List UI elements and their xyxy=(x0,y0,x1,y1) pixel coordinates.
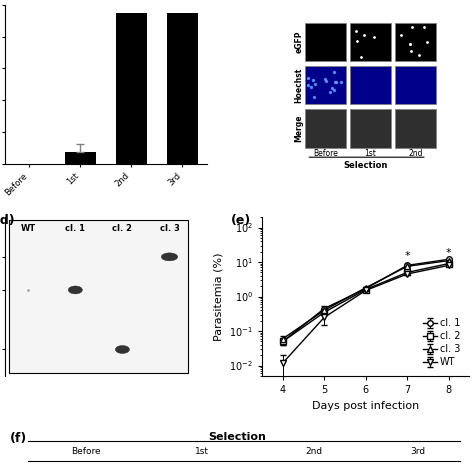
Text: (f): (f) xyxy=(9,431,27,445)
FancyBboxPatch shape xyxy=(395,109,436,148)
FancyBboxPatch shape xyxy=(305,109,346,148)
Text: Hoechst: Hoechst xyxy=(294,67,303,103)
Text: cl. 1: cl. 1 xyxy=(65,224,85,233)
Text: WT: WT xyxy=(21,224,36,233)
Text: 3rd: 3rd xyxy=(410,447,426,456)
Text: cl. 2: cl. 2 xyxy=(112,224,132,233)
Bar xyxy=(65,153,96,164)
Text: Selection: Selection xyxy=(344,161,388,170)
Text: eGFP: eGFP xyxy=(294,30,303,53)
Text: 1st: 1st xyxy=(365,149,376,158)
Text: Before: Before xyxy=(313,149,338,158)
Point xyxy=(337,78,345,86)
FancyBboxPatch shape xyxy=(350,109,391,148)
Point xyxy=(311,81,319,88)
FancyBboxPatch shape xyxy=(350,23,391,61)
Text: (d): (d) xyxy=(0,214,16,227)
Text: 1st: 1st xyxy=(195,447,209,456)
Point xyxy=(304,82,311,89)
Point xyxy=(304,75,312,82)
Legend: cl. 1, cl. 2, cl. 3, WT: cl. 1, cl. 2, cl. 3, WT xyxy=(419,315,465,371)
FancyBboxPatch shape xyxy=(305,23,346,61)
Bar xyxy=(116,13,146,164)
Point xyxy=(420,24,428,31)
FancyBboxPatch shape xyxy=(395,23,436,61)
Point xyxy=(360,31,368,38)
Text: 2nd: 2nd xyxy=(408,149,423,158)
Bar xyxy=(167,13,198,164)
Text: *: * xyxy=(446,248,451,258)
Text: (e): (e) xyxy=(231,214,251,227)
X-axis label: Days post infection: Days post infection xyxy=(312,401,419,410)
Point xyxy=(328,84,336,91)
Point xyxy=(321,75,329,82)
Point xyxy=(310,76,317,84)
Point xyxy=(307,83,314,91)
Text: *: * xyxy=(404,251,410,261)
Text: cl. 3: cl. 3 xyxy=(160,224,179,233)
Point xyxy=(310,93,318,101)
Text: Merge: Merge xyxy=(294,115,303,142)
Point xyxy=(326,89,334,96)
Point xyxy=(406,41,414,48)
FancyBboxPatch shape xyxy=(9,220,188,373)
Text: Selection: Selection xyxy=(77,237,135,246)
FancyBboxPatch shape xyxy=(350,66,391,104)
Point xyxy=(322,77,329,84)
Text: Before: Before xyxy=(71,447,101,456)
Ellipse shape xyxy=(161,253,178,261)
Point xyxy=(330,68,338,76)
Point xyxy=(357,54,365,61)
FancyBboxPatch shape xyxy=(395,66,436,104)
Ellipse shape xyxy=(115,346,129,354)
Text: Selection: Selection xyxy=(208,431,266,442)
Point xyxy=(423,38,431,46)
Point xyxy=(333,79,340,86)
Point xyxy=(415,51,423,58)
Ellipse shape xyxy=(68,286,82,294)
Point xyxy=(397,32,405,39)
Point xyxy=(331,86,338,93)
Point xyxy=(331,78,338,86)
Point xyxy=(408,47,415,55)
Point xyxy=(406,40,414,47)
Point xyxy=(353,37,361,45)
Point xyxy=(353,27,360,35)
Text: 2nd: 2nd xyxy=(305,447,322,456)
Point xyxy=(408,24,416,31)
FancyBboxPatch shape xyxy=(305,66,346,104)
Y-axis label: Parasitemia (%): Parasitemia (%) xyxy=(214,252,224,341)
Point xyxy=(370,33,378,41)
